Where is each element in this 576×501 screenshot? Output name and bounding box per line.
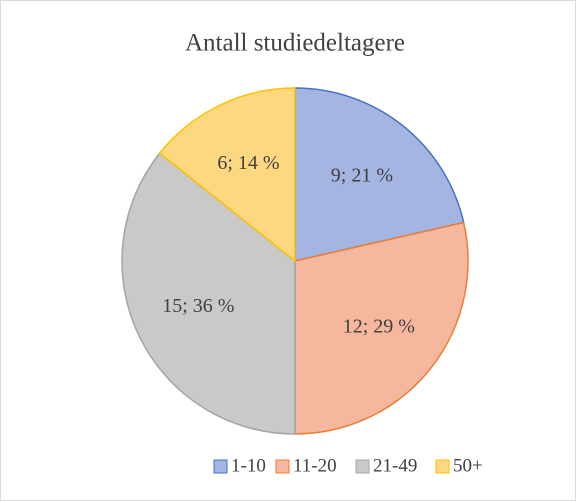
- legend-swatch: [355, 459, 370, 474]
- legend-label: 21-49: [373, 455, 417, 476]
- legend-swatch: [435, 459, 450, 474]
- data-label: 6; 14 %: [217, 152, 279, 174]
- chart-title: Antall studiedeltagere: [185, 30, 405, 57]
- pie-slice: [158, 87, 296, 263]
- data-label: 12; 29 %: [343, 315, 415, 337]
- legend-label: 50+: [453, 455, 483, 476]
- legend-label: 11-20: [293, 455, 337, 476]
- data-label: 9; 21 %: [331, 165, 393, 187]
- pie-slice: [121, 152, 296, 435]
- legend-swatch: [275, 459, 290, 474]
- pie-slice: [294, 221, 469, 435]
- pie-slice: [294, 87, 465, 262]
- legend-swatch: [213, 459, 228, 474]
- data-label: 15; 36 %: [162, 295, 234, 317]
- legend-label: 1-10: [231, 455, 266, 476]
